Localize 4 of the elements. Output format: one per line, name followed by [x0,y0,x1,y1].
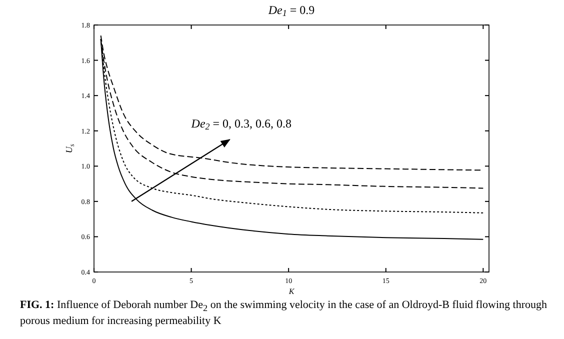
x-axis-title: K [288,287,295,296]
annotation: De$_{2}$ = 0, 0.3, 0.6, 0.8 [190,116,292,132]
chart-title: De$_{1}$ = 0.9 [267,3,315,18]
caption: FIG. 1: Influence of Deborah number De$_{2}$ on the swimming velocity in the case of an Oldroyd-B fluid flowing through porous medium for increasing permeability K [20,299,547,328]
